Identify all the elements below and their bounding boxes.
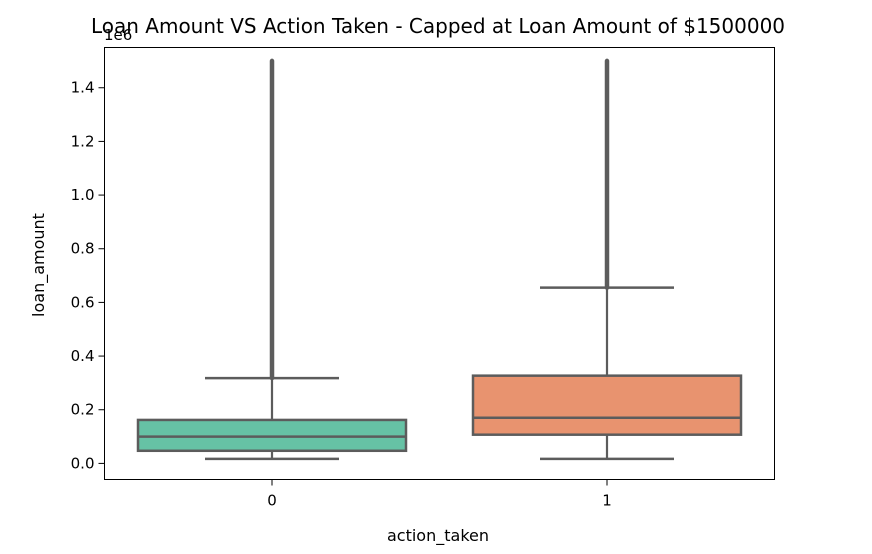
- y-tick-label: 0.8: [71, 240, 95, 258]
- y-tick-label: 1.2: [71, 132, 95, 150]
- y-tick-label: 1.4: [71, 79, 95, 97]
- y-tick-label: 0.6: [71, 293, 95, 311]
- box-1: [471, 374, 743, 436]
- x-tick-label: 1: [602, 492, 612, 510]
- box-group-1: [471, 58, 743, 461]
- y-offset-label: 1e6: [104, 26, 132, 44]
- x-tick-label: 0: [267, 492, 277, 510]
- y-axis: 0.0 0.2 0.4 0.6 0.8 1.0 1.2 1.4: [71, 79, 105, 472]
- y-tick-label: 0.2: [71, 401, 95, 419]
- axes-frame: [104, 47, 775, 480]
- plot-area: [136, 58, 743, 461]
- y-tick-label: 1.0: [71, 186, 95, 204]
- box-group-0: [136, 58, 408, 461]
- y-axis-label: loan_amount: [29, 213, 49, 317]
- y-tick-label: 0.0: [71, 454, 95, 472]
- y-tick-label: 0.4: [71, 347, 95, 365]
- chart-title: Loan Amount VS Action Taken - Capped at …: [91, 14, 785, 38]
- x-axis-label: action_taken: [387, 526, 489, 546]
